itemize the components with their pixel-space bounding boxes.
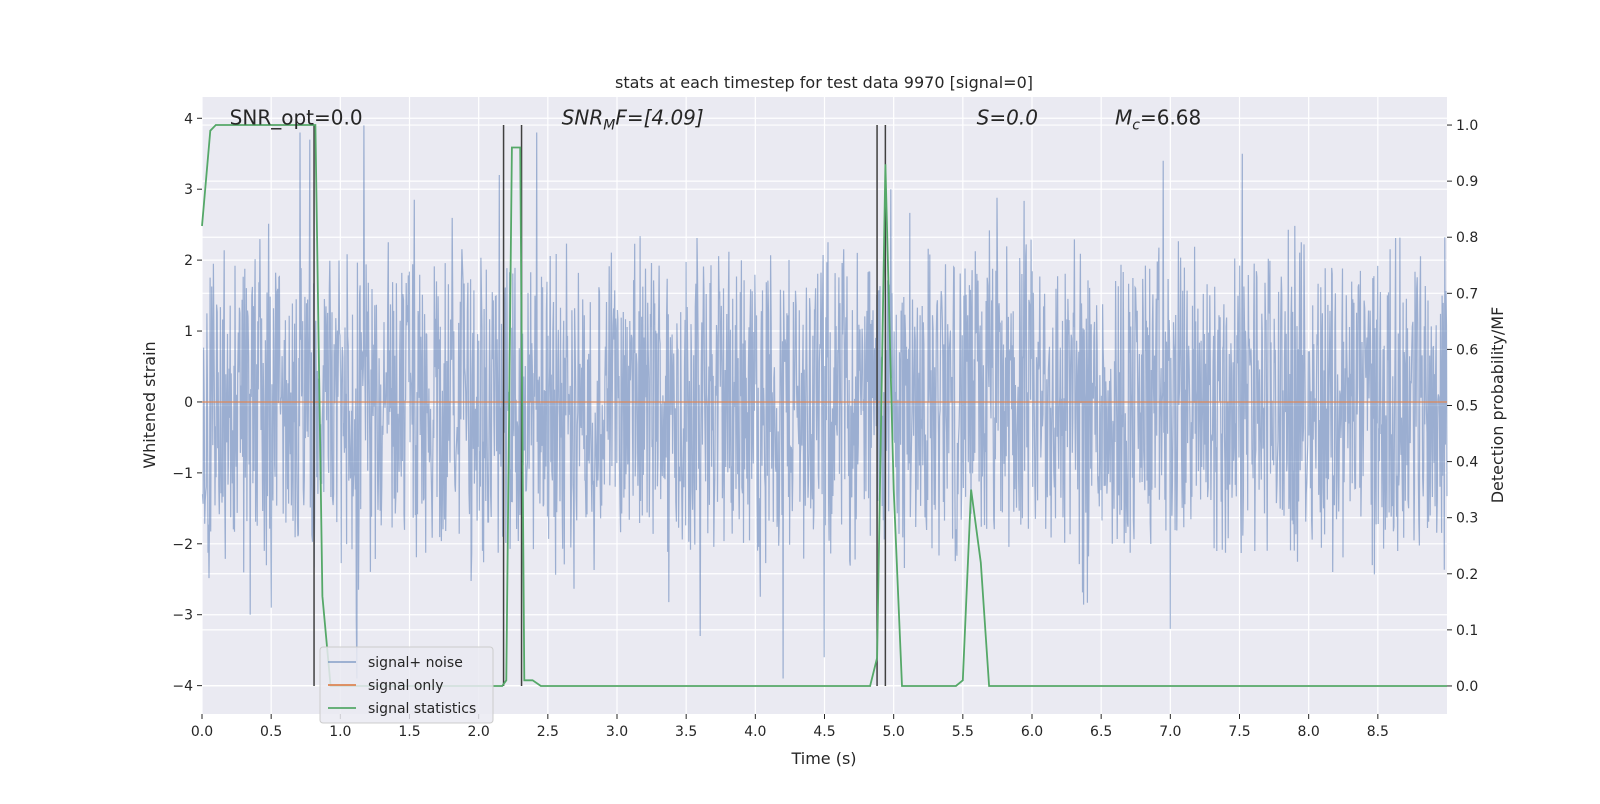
y-tick-label: −4 xyxy=(172,679,193,695)
y-tick-label: 0 xyxy=(184,395,193,411)
annotation-text: Mc=6.68 xyxy=(1115,105,1201,133)
annotation-subscript: M xyxy=(603,117,615,133)
y-tick-label: 3 xyxy=(184,182,193,198)
annotation-subscript: c xyxy=(1132,117,1140,133)
legend-label: signal only xyxy=(368,678,443,694)
x-tick-label: 8.0 xyxy=(1298,724,1320,740)
y-axis-label-right: Detection probability/MF xyxy=(1488,307,1507,504)
series-signal-plus-noise-line xyxy=(201,125,1448,679)
annotation-main: S=0.0 xyxy=(977,105,1038,129)
y-tick-label: −3 xyxy=(172,608,193,624)
chart-title: stats at each timestep for test data 997… xyxy=(615,73,1033,92)
legend-label: signal+ noise xyxy=(368,655,463,671)
x-tick-label: 4.5 xyxy=(813,724,835,740)
x-tick-label: 8.5 xyxy=(1367,724,1389,740)
x-tick-label: 6.5 xyxy=(1090,724,1112,740)
annotation-main: SNR xyxy=(562,105,604,129)
x-tick-label: 6.0 xyxy=(1021,724,1043,740)
legend-label: signal statistics xyxy=(368,701,476,717)
y-tick-label: 4 xyxy=(184,111,193,127)
y-axis-label: Whitened strain xyxy=(140,341,159,468)
y-right-tick-label: 0.3 xyxy=(1456,511,1478,527)
x-tick-label: 0.0 xyxy=(191,724,213,740)
y-tick-label: 2 xyxy=(184,253,193,269)
y-right-tick-label: 0.8 xyxy=(1456,230,1478,246)
legend: signal+ noise signal only signal statistic… xyxy=(319,646,494,724)
x-tick-label: 3.0 xyxy=(606,724,628,740)
annotation-main: M xyxy=(1115,105,1132,129)
y-right-tick-label: 0.1 xyxy=(1456,623,1478,639)
annotation-text: SNRMF=[4.09] xyxy=(562,105,704,133)
y-right-tick-label: 0.6 xyxy=(1456,342,1478,358)
x-tick-label: 5.0 xyxy=(883,724,905,740)
legend-box xyxy=(319,646,494,724)
y-tick-label: 1 xyxy=(184,324,193,340)
y-right-tick-label: 0.2 xyxy=(1456,567,1478,583)
x-tick-label: 5.5 xyxy=(952,724,974,740)
x-tick-label: 1.5 xyxy=(398,724,420,740)
y-right-tick-label: 0.4 xyxy=(1456,455,1478,471)
y-right-tick-label: 0.7 xyxy=(1456,286,1478,302)
x-tick-label: 2.5 xyxy=(537,724,559,740)
annotation-text: SNR_opt=0.0 xyxy=(230,105,363,129)
x-tick-label: 7.0 xyxy=(1159,724,1181,740)
x-tick-label: 4.0 xyxy=(744,724,766,740)
annotation-rest: F=[4.09] xyxy=(615,105,703,129)
y-tick-label: −1 xyxy=(172,466,193,482)
annotation-main: SNR_opt=0.0 xyxy=(230,105,363,129)
y-right-tick-label: 0.5 xyxy=(1456,399,1478,415)
x-tick-label: 1.0 xyxy=(329,724,351,740)
annotation-text: S=0.0 xyxy=(977,105,1038,129)
x-tick-label: 0.5 xyxy=(260,724,282,740)
x-tick-label: 2.0 xyxy=(468,724,490,740)
y-right-tick-label: 0.0 xyxy=(1456,679,1478,695)
x-tick-label: 7.5 xyxy=(1228,724,1250,740)
y-right-tick-label: 1.0 xyxy=(1456,118,1478,134)
annotation-rest: =6.68 xyxy=(1140,105,1201,129)
series-signal-statistics-line xyxy=(201,124,1447,687)
x-axis-label: Time (s) xyxy=(790,749,856,768)
y-tick-label: −2 xyxy=(172,537,193,553)
x-tick-label: 3.5 xyxy=(675,724,697,740)
y-right-tick-label: 0.9 xyxy=(1456,174,1478,190)
